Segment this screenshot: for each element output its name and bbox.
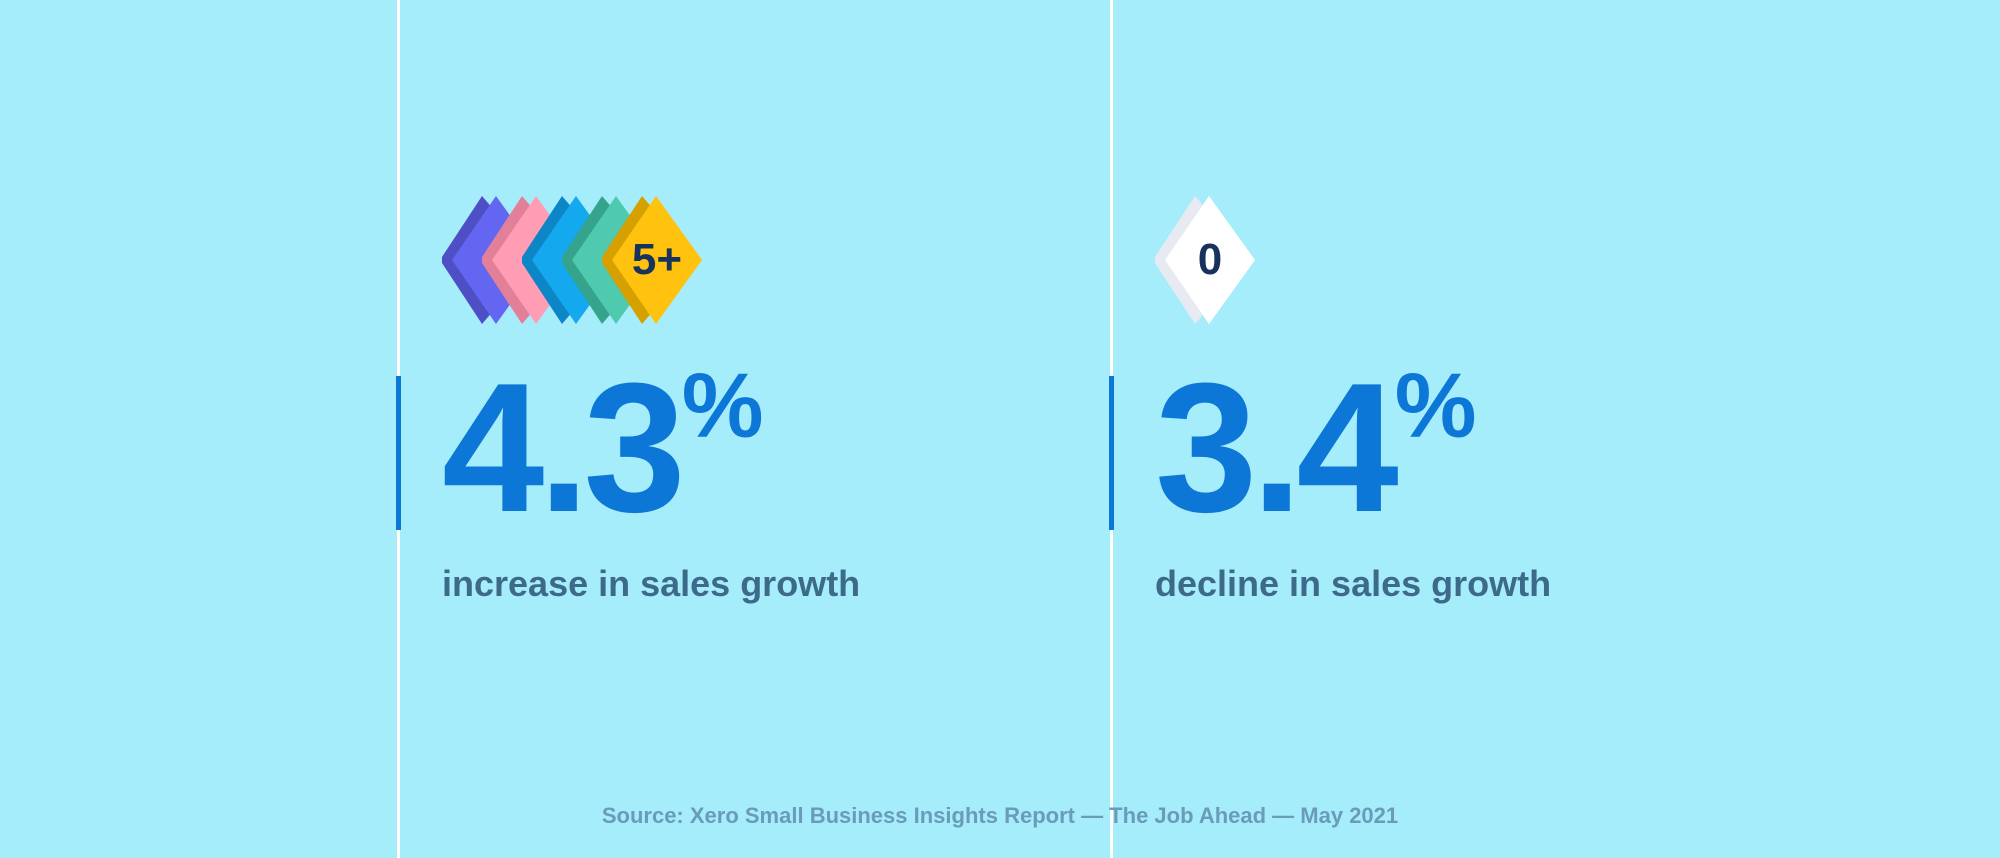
badge-face-shape xyxy=(1165,196,1255,324)
stat-unit: % xyxy=(681,355,764,457)
stat-number: 4.3 xyxy=(442,344,686,550)
stat-accent-bar-right xyxy=(1109,376,1114,530)
badge-icon: 0 xyxy=(1155,190,1255,330)
source-citation: Source: Xero Small Business Insights Rep… xyxy=(601,803,1399,828)
stat-value: 4.3% xyxy=(442,355,764,539)
badge-face-shape xyxy=(612,196,702,324)
badge-count-label: 0 xyxy=(1197,235,1223,284)
stat-value: 3.4% xyxy=(1155,355,1477,539)
stat-accent-bar-left xyxy=(396,376,401,530)
stat-caption: increase in sales growth xyxy=(442,563,861,604)
badge-count-label: 5+ xyxy=(631,235,683,284)
badge-icon: 5+ xyxy=(602,190,702,330)
stat-unit: % xyxy=(1394,355,1477,457)
stat-number: 3.4 xyxy=(1155,344,1399,550)
stat-caption: decline in sales growth xyxy=(1155,563,1552,604)
